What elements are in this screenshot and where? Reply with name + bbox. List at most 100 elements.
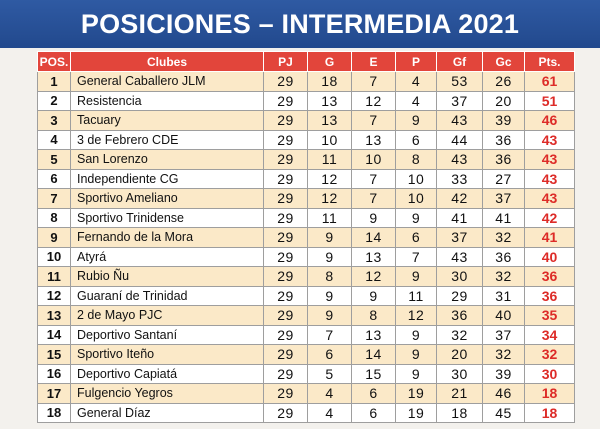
cell-e: 9 [351,285,396,306]
cell-e: 14 [351,227,396,248]
cell-g: 11 [307,149,352,170]
cell-pts: 43 [524,168,575,189]
cell-gf: 33 [436,168,483,189]
standings-table-container: POS. Clubes PJ G E P Gf Gc Pts. 1 General… [37,51,575,423]
cell-gf: 18 [436,402,483,423]
cell-gf: 42 [436,188,483,209]
cell-gc: 37 [482,324,525,345]
table-row: 17 Fulgencio Yegros 29 4 6 19 21 46 18 [37,383,575,404]
cell-pts: 36 [524,266,575,287]
cell-gc: 31 [482,285,525,306]
col-header-gc: Gc [482,51,525,72]
cell-pos: 18 [37,402,71,423]
table-row: 8 Sportivo Trinidense 29 11 9 9 41 41 42 [37,207,575,228]
cell-gc: 37 [482,188,525,209]
cell-pts: 18 [524,383,575,404]
cell-p: 4 [395,90,437,111]
cell-club: Resistencia [70,90,264,111]
cell-pj: 29 [263,149,308,170]
cell-p: 9 [395,363,437,384]
cell-g: 7 [307,324,352,345]
cell-gf: 21 [436,383,483,404]
cell-club: General Caballero JLM [70,71,264,92]
col-header-pts: Pts. [524,51,575,72]
table-row: 14 Deportivo Santaní 29 7 13 9 32 37 34 [37,324,575,345]
cell-pts: 36 [524,285,575,306]
cell-pts: 43 [524,188,575,209]
cell-gc: 36 [482,246,525,267]
cell-pts: 32 [524,344,575,365]
cell-gf: 20 [436,344,483,365]
cell-pj: 29 [263,383,308,404]
table-row: 15 Sportivo Iteño 29 6 14 9 20 32 32 [37,344,575,365]
cell-p: 10 [395,168,437,189]
table-row: 18 General Díaz 29 4 6 19 18 45 18 [37,402,575,423]
cell-pos: 7 [37,188,71,209]
cell-club: Deportivo Capiatá [70,363,264,384]
cell-g: 13 [307,110,352,131]
cell-club: Sportivo Iteño [70,344,264,365]
cell-gf: 32 [436,324,483,345]
cell-g: 5 [307,363,352,384]
cell-club: 2 de Mayo PJC [70,305,264,326]
cell-pts: 34 [524,324,575,345]
cell-pos: 10 [37,246,71,267]
cell-g: 12 [307,188,352,209]
cell-gf: 44 [436,129,483,150]
cell-club: Guaraní de Trinidad [70,285,264,306]
cell-p: 9 [395,110,437,131]
cell-g: 12 [307,168,352,189]
table-row: 3 Tacuary 29 13 7 9 43 39 46 [37,110,575,131]
cell-gc: 41 [482,207,525,228]
cell-pos: 3 [37,110,71,131]
table-row: 13 2 de Mayo PJC 29 9 8 12 36 40 35 [37,305,575,326]
cell-g: 9 [307,285,352,306]
cell-pos: 14 [37,324,71,345]
cell-g: 4 [307,402,352,423]
cell-club: 3 de Febrero CDE [70,129,264,150]
cell-gc: 27 [482,168,525,189]
cell-pj: 29 [263,305,308,326]
cell-p: 9 [395,207,437,228]
cell-pts: 40 [524,246,575,267]
cell-pj: 29 [263,402,308,423]
cell-pos: 16 [37,363,71,384]
table-row: 10 Atyrá 29 9 13 7 43 36 40 [37,246,575,267]
cell-pos: 9 [37,227,71,248]
cell-pos: 4 [37,129,71,150]
cell-pos: 13 [37,305,71,326]
cell-pj: 29 [263,227,308,248]
cell-gf: 41 [436,207,483,228]
cell-e: 9 [351,207,396,228]
cell-gf: 43 [436,246,483,267]
table-row: 16 Deportivo Capiatá 29 5 15 9 30 39 30 [37,363,575,384]
cell-gf: 30 [436,363,483,384]
cell-club: San Lorenzo [70,149,264,170]
cell-pts: 51 [524,90,575,111]
cell-gf: 37 [436,227,483,248]
cell-pts: 43 [524,129,575,150]
cell-pos: 15 [37,344,71,365]
cell-p: 6 [395,227,437,248]
table-row: 6 Independiente CG 29 12 7 10 33 27 43 [37,168,575,189]
col-header-pj: PJ [263,51,308,72]
cell-gc: 32 [482,344,525,365]
cell-club: Sportivo Trinidense [70,207,264,228]
cell-pts: 43 [524,149,575,170]
col-header-p: P [395,51,437,72]
cell-e: 7 [351,188,396,209]
cell-pts: 18 [524,402,575,423]
cell-e: 7 [351,168,396,189]
cell-gf: 29 [436,285,483,306]
table-row: 12 Guaraní de Trinidad 29 9 9 11 29 31 36 [37,285,575,306]
cell-gc: 32 [482,227,525,248]
cell-pj: 29 [263,266,308,287]
cell-e: 7 [351,110,396,131]
standings-table: POS. Clubes PJ G E P Gf Gc Pts. 1 General… [37,51,575,423]
cell-p: 9 [395,266,437,287]
cell-club: General Díaz [70,402,264,423]
col-header-g: G [307,51,352,72]
cell-pj: 29 [263,71,308,92]
cell-club: Sportivo Ameliano [70,188,264,209]
cell-pts: 46 [524,110,575,131]
